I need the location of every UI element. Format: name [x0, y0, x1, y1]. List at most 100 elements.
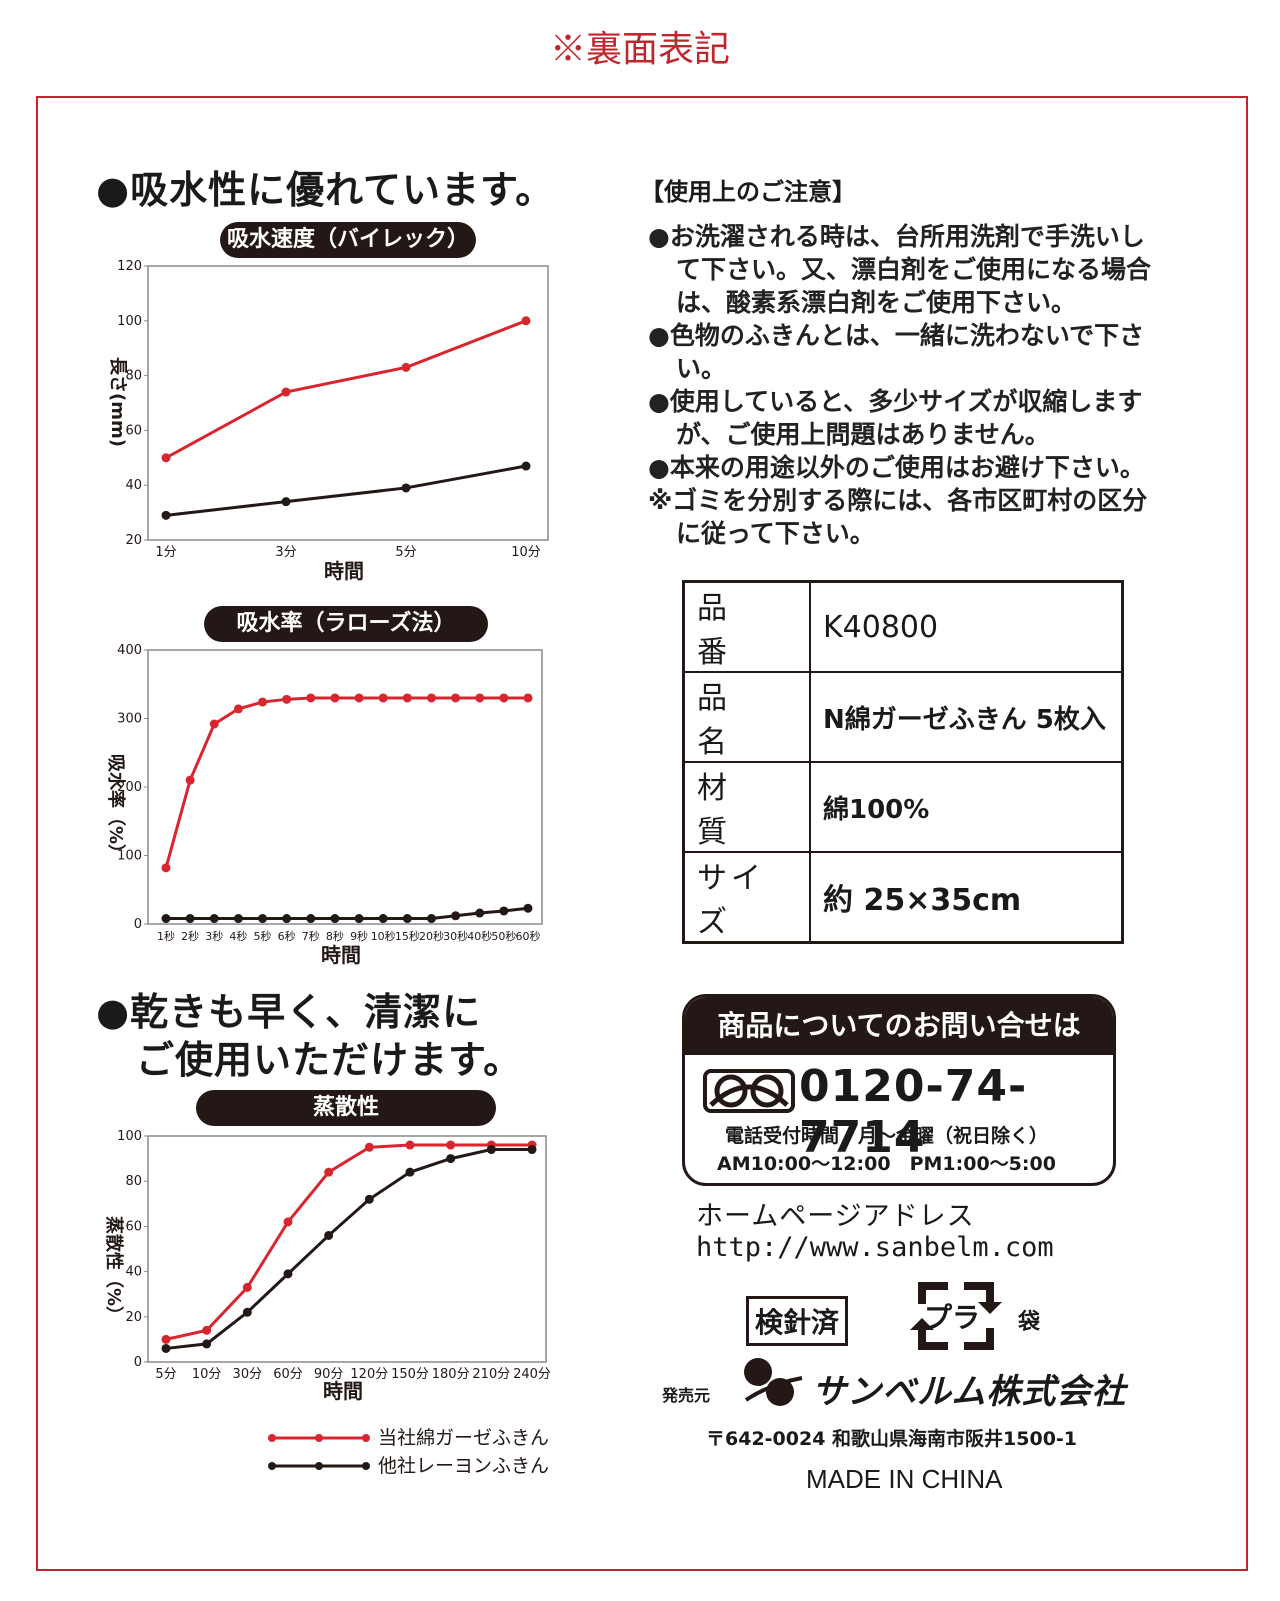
- y-tick-label: 80: [125, 369, 142, 384]
- inspected-badge: 検針済: [746, 1296, 849, 1346]
- spec-value: N綿ガーゼふきん 5枚入: [809, 671, 1124, 763]
- x-tick-label: 1分: [155, 545, 176, 560]
- data-point: [499, 693, 509, 703]
- phone-hours: 電話受付時間 月～金曜（祝日除く）: [725, 1125, 1049, 1147]
- x-tick-label: 120分: [350, 1367, 388, 1382]
- seller-label: 発売元: [662, 1386, 711, 1405]
- data-point: [282, 694, 292, 704]
- data-point: [324, 1167, 334, 1177]
- data-point: [451, 911, 461, 921]
- x-tick-label: 9秒: [350, 929, 368, 943]
- caution-item: ●本来の用途以外のご使用はお避け下さい。: [648, 453, 1145, 482]
- x-tick-label: 20秒: [419, 929, 444, 943]
- y-axis-label: 蒸散性（%）: [103, 1216, 125, 1324]
- x-tick-label: 2秒: [181, 929, 199, 943]
- y-tick-label: 60: [125, 1219, 142, 1234]
- data-point: [306, 693, 316, 703]
- cautions-title: 【使用上のご注意】: [640, 178, 856, 206]
- freedial-icon: [703, 1069, 795, 1113]
- data-point: [161, 1343, 171, 1353]
- spec-row: 品 名 N綿ガーゼふきん 5枚入: [682, 671, 1124, 763]
- y-tick-label: 40: [125, 1265, 142, 1280]
- data-point: [405, 1167, 415, 1177]
- data-point: [281, 387, 291, 397]
- data-point: [161, 510, 171, 520]
- series-line-rayon: [165, 464, 527, 517]
- data-point: [521, 461, 531, 471]
- company-name: サンベルム株式会社: [812, 1372, 1127, 1412]
- x-tick-label: 5分: [155, 1367, 176, 1382]
- x-tick-label: 150分: [391, 1367, 429, 1382]
- x-tick-label: 5分: [395, 545, 416, 560]
- data-point: [378, 914, 388, 924]
- heading-dry-line1: ●乾きも早く、清潔に: [96, 990, 482, 1034]
- x-tick-label: 90分: [314, 1367, 344, 1382]
- x-tick-label: 7秒: [302, 929, 320, 943]
- x-tick-label: 60秒: [516, 929, 541, 943]
- x-tick-label: 210分: [472, 1367, 510, 1382]
- data-point: [426, 693, 436, 703]
- series-line-cotton-gauze: [165, 319, 527, 460]
- y-tick-label: 40: [125, 478, 142, 493]
- y-tick-label: 400: [117, 643, 142, 658]
- legend-label: 当社綿ガーゼふきん: [378, 1427, 549, 1449]
- y-axis-label: 長さ(mm): [107, 357, 128, 447]
- x-tick-label: 10秒: [371, 929, 396, 943]
- y-tick-label: 100: [117, 314, 142, 329]
- legend-swatch-point: [362, 1462, 370, 1470]
- data-point: [364, 1194, 374, 1204]
- spec-key: 品 名: [682, 671, 811, 763]
- caution-item: ●色物のふきんとは、一緒に洗わないで下さい。: [648, 321, 1145, 383]
- data-point: [282, 914, 292, 924]
- x-tick-label: 240分: [513, 1367, 551, 1382]
- phone-number[interactable]: 0120-74-7714: [799, 1061, 1028, 1163]
- x-tick-label: 60分: [273, 1367, 303, 1382]
- data-point: [475, 908, 485, 918]
- phone-hours-time: AM10:00～12:00 PM1:00～5:00: [717, 1153, 1056, 1175]
- data-point: [185, 914, 195, 924]
- legend-swatch-point: [315, 1434, 323, 1442]
- x-tick-label: 50秒: [491, 929, 516, 943]
- data-point: [185, 775, 195, 785]
- company-logo-icon: [744, 1358, 803, 1406]
- x-tick-label: 15秒: [395, 929, 420, 943]
- x-axis-label: 時間: [323, 1379, 363, 1403]
- content-frame: [36, 96, 1248, 1571]
- spec-key: 材 質: [682, 761, 811, 853]
- y-tick-label: 300: [117, 712, 142, 727]
- x-tick-label: 5秒: [254, 929, 272, 943]
- data-point: [161, 863, 171, 873]
- x-tick-label: 30分: [233, 1367, 263, 1382]
- y-tick-label: 200: [117, 780, 142, 795]
- data-point: [281, 497, 291, 507]
- x-tick-label: 4秒: [229, 929, 247, 943]
- data-point: [499, 906, 509, 916]
- spec-table: 品 番 K40800 品 名 N綿ガーゼふきん 5枚入 材 質綿100% サイズ約 …: [682, 580, 1124, 944]
- x-tick-label: 10分: [511, 545, 541, 560]
- data-point: [202, 1325, 212, 1335]
- legend-swatch-point: [315, 1462, 323, 1470]
- x-tick-label: 10分: [192, 1367, 222, 1382]
- y-tick-label: 120: [117, 259, 142, 274]
- chart-1-plot-area: [147, 265, 549, 541]
- data-point: [233, 704, 243, 714]
- y-axis-label: 吸水率（%）: [105, 754, 127, 862]
- chart3-title: 蒸散性: [196, 1090, 496, 1126]
- data-point: [486, 1145, 496, 1155]
- spec-row: 品 番 K40800: [682, 580, 1124, 673]
- data-point: [405, 1140, 415, 1150]
- data-point: [521, 316, 531, 326]
- data-point: [161, 453, 171, 463]
- series-line-rayon: [166, 906, 529, 921]
- y-tick-label: 60: [125, 423, 142, 438]
- data-point: [354, 693, 364, 703]
- homepage-url[interactable]: http://www.sanbelm.com: [696, 1232, 1054, 1263]
- data-point: [258, 697, 268, 707]
- x-tick-label: 40秒: [467, 929, 492, 943]
- x-tick-label: 3秒: [205, 929, 223, 943]
- y-tick-label: 20: [125, 533, 142, 548]
- caution-item: ●使用していると、多少サイズが収縮しますが、ご使用上問題はありません。: [648, 387, 1143, 449]
- data-point: [401, 483, 411, 493]
- y-tick-label: 0: [134, 917, 142, 932]
